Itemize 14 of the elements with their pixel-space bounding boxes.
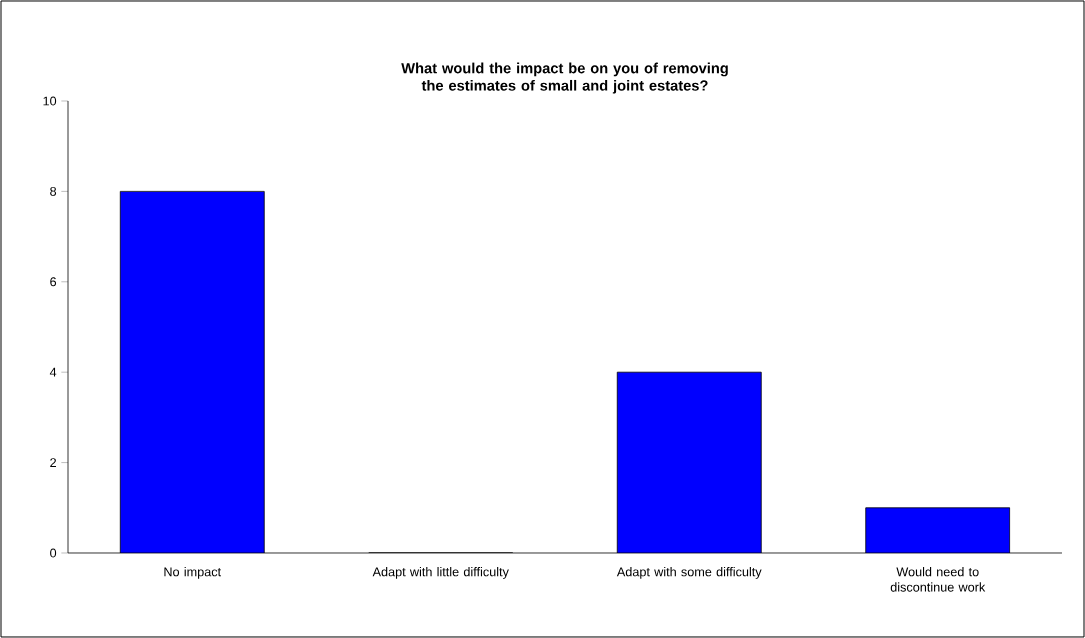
y-tick-label: 10: [43, 96, 57, 106]
chart-title: What would the impact be on you of removing the estimates of small and joint estates?: [401, 62, 728, 94]
y-tick-label: 4: [49, 367, 57, 377]
bar: [865, 507, 1011, 553]
y-tick-label: 2: [50, 458, 57, 468]
bar: [617, 372, 762, 553]
y-tick-label: 6: [50, 277, 57, 287]
x-tick-label: Adapt with little difficulty: [372, 567, 509, 579]
x-tick-label: Adapt with some difficulty: [616, 567, 762, 579]
y-tick-label: 0: [50, 548, 57, 558]
x-tick-label: No impact: [164, 567, 222, 579]
bar: [120, 191, 265, 553]
x-tick-label: Would need to discontinue work: [890, 567, 986, 592]
y-tick-label: 8: [50, 186, 57, 196]
